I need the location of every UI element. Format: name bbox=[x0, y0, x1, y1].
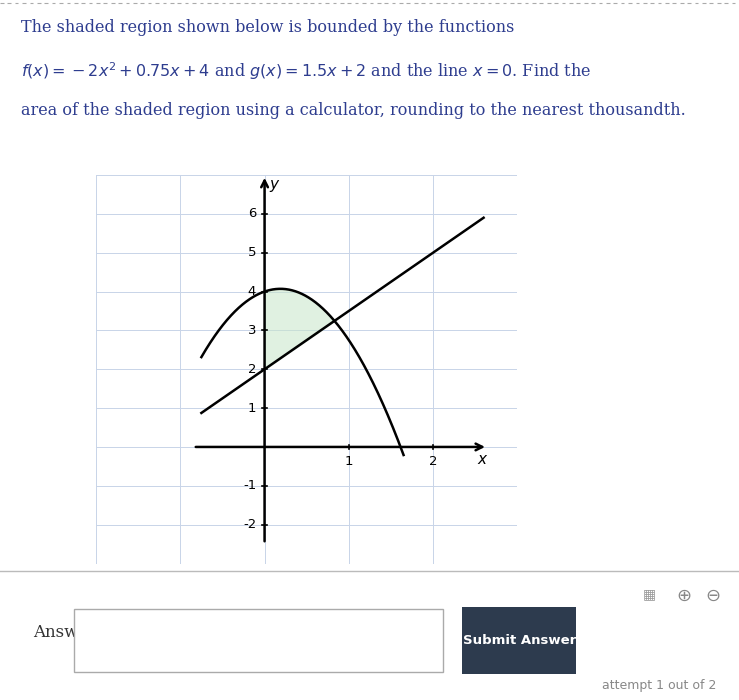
Text: -1: -1 bbox=[243, 480, 256, 492]
Text: ⊕: ⊕ bbox=[676, 587, 691, 606]
Text: $f(x)=-2x^2+0.75x+4$ and $g(x)=1.5x+2$ and the line $x=0$. Find the: $f(x)=-2x^2+0.75x+4$ and $g(x)=1.5x+2$ a… bbox=[21, 60, 591, 82]
Text: 2: 2 bbox=[429, 456, 437, 468]
Text: Submit Answer: Submit Answer bbox=[463, 634, 576, 647]
Text: 6: 6 bbox=[248, 207, 256, 220]
Text: 1: 1 bbox=[248, 402, 256, 414]
Text: 4: 4 bbox=[248, 285, 256, 298]
Text: y: y bbox=[270, 177, 279, 192]
FancyBboxPatch shape bbox=[74, 609, 443, 671]
FancyBboxPatch shape bbox=[462, 607, 576, 674]
Text: 1: 1 bbox=[344, 456, 353, 468]
Text: 2: 2 bbox=[248, 363, 256, 376]
Text: area of the shaded region using a calculator, rounding to the nearest thousandth: area of the shaded region using a calcul… bbox=[21, 102, 686, 120]
Text: The shaded region shown below is bounded by the functions: The shaded region shown below is bounded… bbox=[21, 19, 514, 36]
Text: attempt 1 out of 2: attempt 1 out of 2 bbox=[602, 679, 717, 692]
Text: 3: 3 bbox=[248, 324, 256, 337]
Text: Answer:: Answer: bbox=[33, 624, 102, 641]
Text: ▦: ▦ bbox=[642, 587, 655, 601]
Text: x: x bbox=[477, 452, 486, 467]
Text: ⊖: ⊖ bbox=[706, 587, 721, 606]
Text: -2: -2 bbox=[243, 518, 256, 531]
Text: 5: 5 bbox=[248, 246, 256, 259]
